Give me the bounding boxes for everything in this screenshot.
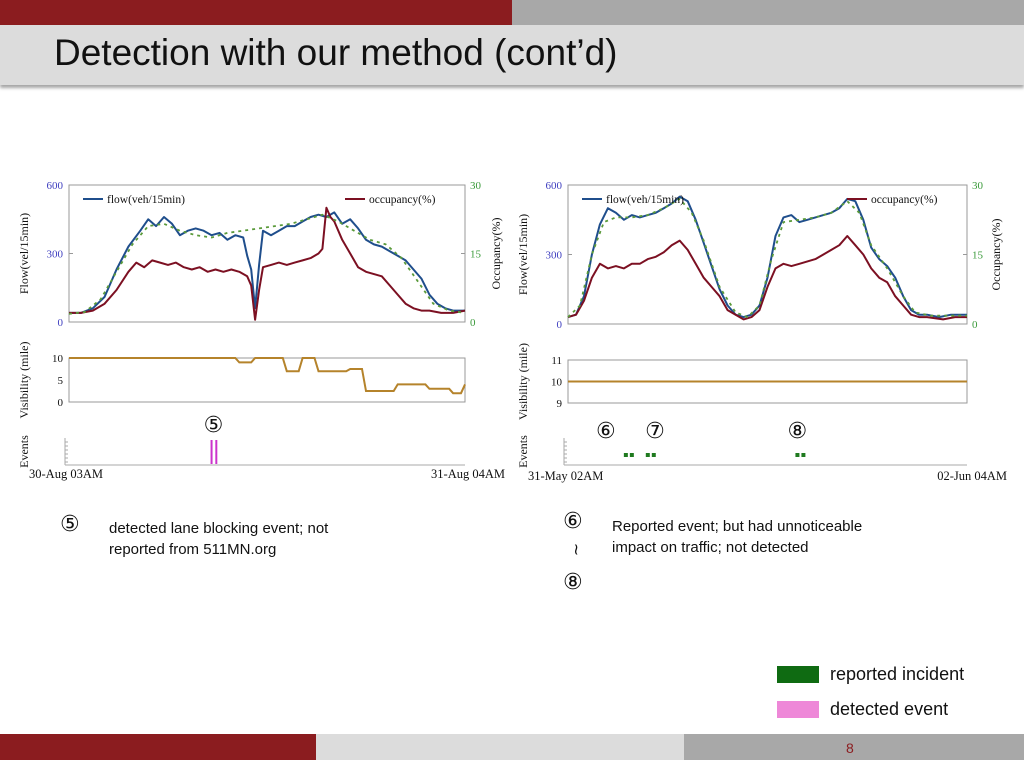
footer-bar-gray <box>684 734 1024 760</box>
right-occ-axis-label: Occupancy(%) <box>989 219 1003 291</box>
left-x-end-label: 31-Aug 04AM <box>431 467 505 481</box>
left-series-occupancy <box>69 206 466 321</box>
left-visibility-line <box>69 357 466 395</box>
left-visibility-tick-label: 5 <box>58 375 64 387</box>
footer-bar-red <box>0 734 316 760</box>
left-x-start-label: 30-Aug 03AM <box>29 467 103 481</box>
annotation-text-left-line2: reported from 511MN.org <box>109 541 277 558</box>
right-visibility-tick-label: 11 <box>551 355 562 367</box>
left-visibility-tick-label: 10 <box>52 353 64 365</box>
left-occ-axis-label: Occupancy(%) <box>489 218 503 290</box>
right-visibility-tick-label: 9 <box>557 398 563 410</box>
right-series-fit <box>567 197 967 319</box>
right-occ-tick-label: 30 <box>972 180 984 192</box>
annotation-text-right-line1: Reported event; but had unnoticeable <box>612 518 863 535</box>
right-x-start-label: 31-May 02AM <box>528 469 603 483</box>
page-number: 8 <box>846 740 854 756</box>
top-accent-bar-gray <box>512 0 1024 25</box>
left-flow-tick-label: 300 <box>47 249 64 261</box>
annotation-marker-8: ⑧ <box>563 570 583 595</box>
left-legend-occ-label: occupancy(%) <box>369 194 436 206</box>
right-event-marker-3: ⑧ <box>788 419 808 444</box>
left-series-fit <box>68 213 466 315</box>
right-flow-tick-label: 600 <box>546 180 563 192</box>
left-flow-axis-label: Flow(vel/15min) <box>17 213 31 294</box>
left-events-axis-label: Events <box>17 435 31 468</box>
footer-bar-light <box>316 734 684 760</box>
left-visibility-frame <box>68 357 466 403</box>
legend-label-reported: reported incident <box>830 664 965 684</box>
title-band <box>0 25 1024 85</box>
right-events-axis-label: Events <box>516 435 530 468</box>
right-event-marker-1: ⑥ <box>596 419 616 444</box>
right-legend-flow-label: flow(veh/15min) <box>606 194 684 206</box>
left-event-marker: ⑤ <box>204 413 224 438</box>
left-occ-tick-label: 30 <box>470 180 482 192</box>
annotation-range-tilde: ~ <box>567 542 587 557</box>
left-flow-tick-label: 0 <box>58 317 64 329</box>
left-legend-flow-label: flow(veh/15min) <box>107 194 185 206</box>
right-series-flow <box>567 195 967 319</box>
annotation-marker-5: ⑤ <box>60 512 80 537</box>
legend-swatch-detected <box>777 701 819 718</box>
annotation-text-left-line1: detected lane blocking event; not <box>109 520 329 537</box>
left-flow-tick-label: 600 <box>47 180 64 192</box>
left-occ-tick-label: 0 <box>470 317 476 329</box>
annotation-text-right-line2: impact on traffic; not detected <box>612 539 809 556</box>
right-legend-occ-label: occupancy(%) <box>871 194 938 206</box>
legend-label-detected: detected event <box>830 699 949 719</box>
slide-title: Detection with our method (cont’d) <box>54 32 618 73</box>
legend-swatch-reported <box>777 666 819 683</box>
top-accent-bar-red <box>0 0 512 25</box>
left-visibility-tick-label: 0 <box>58 397 64 409</box>
right-x-end-label: 02-Jun 04AM <box>937 469 1007 483</box>
right-flow-tick-label: 0 <box>557 319 563 331</box>
left-occ-tick-label: 15 <box>470 249 482 261</box>
right-occ-tick-label: 15 <box>972 250 984 262</box>
right-flow-axis-label: Flow(vel/15min) <box>516 214 530 295</box>
right-visibility-tick-label: 10 <box>551 377 563 389</box>
right-visibility-axis-label: Visibility (mile) <box>516 343 530 420</box>
right-occ-tick-label: 0 <box>972 319 978 331</box>
right-event-marker-2: ⑦ <box>645 419 665 444</box>
left-visibility-axis-label: Visibility (mile) <box>17 342 31 419</box>
annotation-marker-6: ⑥ <box>563 509 583 534</box>
right-flow-tick-label: 300 <box>546 250 563 262</box>
right-series-occupancy <box>567 235 967 321</box>
